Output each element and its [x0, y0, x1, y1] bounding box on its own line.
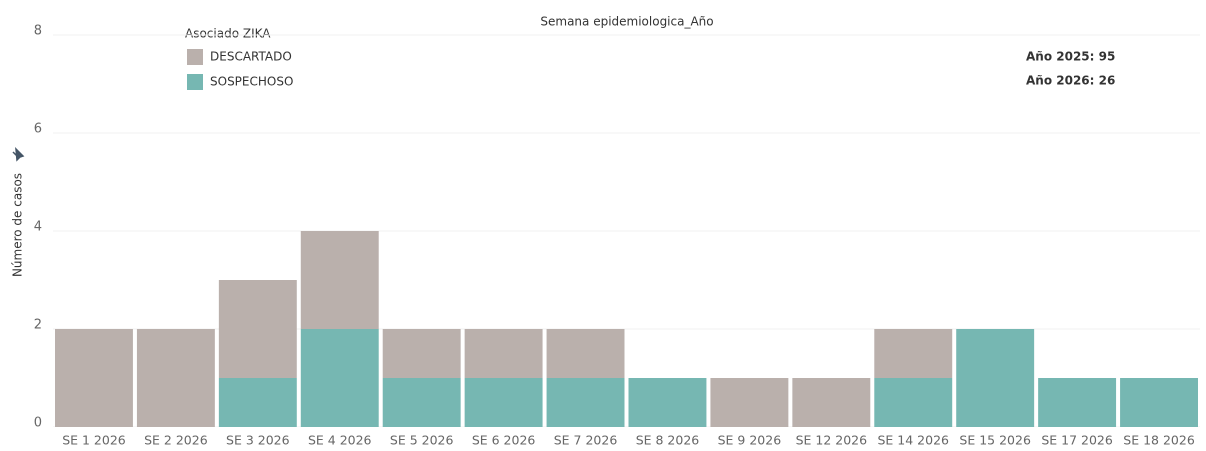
annotation: Año 2025: 95: [1026, 50, 1115, 64]
y-tick-label: 8: [34, 24, 42, 39]
bar-segment: [136, 329, 215, 427]
pin-icon[interactable]: [12, 147, 25, 162]
bar-segment: [710, 378, 789, 427]
x-tick-label: SE 9 2026: [718, 433, 782, 448]
bar-segment: [1038, 378, 1117, 427]
x-tick-label: SE 6 2026: [472, 433, 536, 448]
bar-segment: [382, 329, 461, 378]
x-tick-label: SE 14 2026: [878, 433, 950, 448]
bar-segment: [300, 231, 379, 329]
bar-segment: [956, 329, 1035, 427]
bar-segment: [628, 378, 707, 427]
legend-label: SOSPECHOSO: [210, 75, 293, 89]
x-tick-label: SE 12 2026: [796, 433, 868, 448]
bar-segment: [1120, 378, 1198, 427]
bar-segment: [55, 329, 133, 427]
x-tick-label: SE 8 2026: [636, 433, 700, 448]
legend-swatch: [187, 74, 203, 90]
bar-segment: [300, 329, 379, 427]
y-axis-label: Número de casos: [11, 173, 25, 277]
x-tick-label: SE 3 2026: [226, 433, 290, 448]
bar-segment: [546, 378, 625, 427]
bar-segment: [464, 378, 543, 427]
x-tick-label: SE 5 2026: [390, 433, 454, 448]
y-tick-label: 6: [34, 122, 42, 137]
bar-segment: [874, 329, 953, 378]
x-tick-label: SE 1 2026: [62, 433, 126, 448]
legend-title: Asociado ZIKA: [185, 27, 271, 41]
x-tick-label: SE 18 2026: [1123, 433, 1195, 448]
bar-segment: [546, 329, 625, 378]
legend-swatch: [187, 49, 203, 65]
chart-title: Semana epidemiologica_Año: [540, 15, 713, 29]
annotation: Año 2026: 26: [1026, 74, 1115, 88]
x-tick-label: SE 7 2026: [554, 433, 618, 448]
y-tick-label: 0: [34, 416, 42, 431]
bar-segment: [464, 329, 543, 378]
x-tick-label: SE 17 2026: [1041, 433, 1113, 448]
bar-segment: [218, 378, 297, 427]
bar-segment: [218, 280, 297, 378]
legend-label: DESCARTADO: [210, 50, 292, 64]
x-tick-label: SE 15 2026: [959, 433, 1031, 448]
bar-segment: [382, 378, 461, 427]
bar-segment: [874, 378, 953, 427]
y-tick-label: 4: [34, 220, 42, 235]
x-tick-label: SE 4 2026: [308, 433, 372, 448]
y-tick-label: 2: [34, 318, 42, 333]
bar-segment: [792, 378, 871, 427]
x-tick-label: SE 2 2026: [144, 433, 208, 448]
